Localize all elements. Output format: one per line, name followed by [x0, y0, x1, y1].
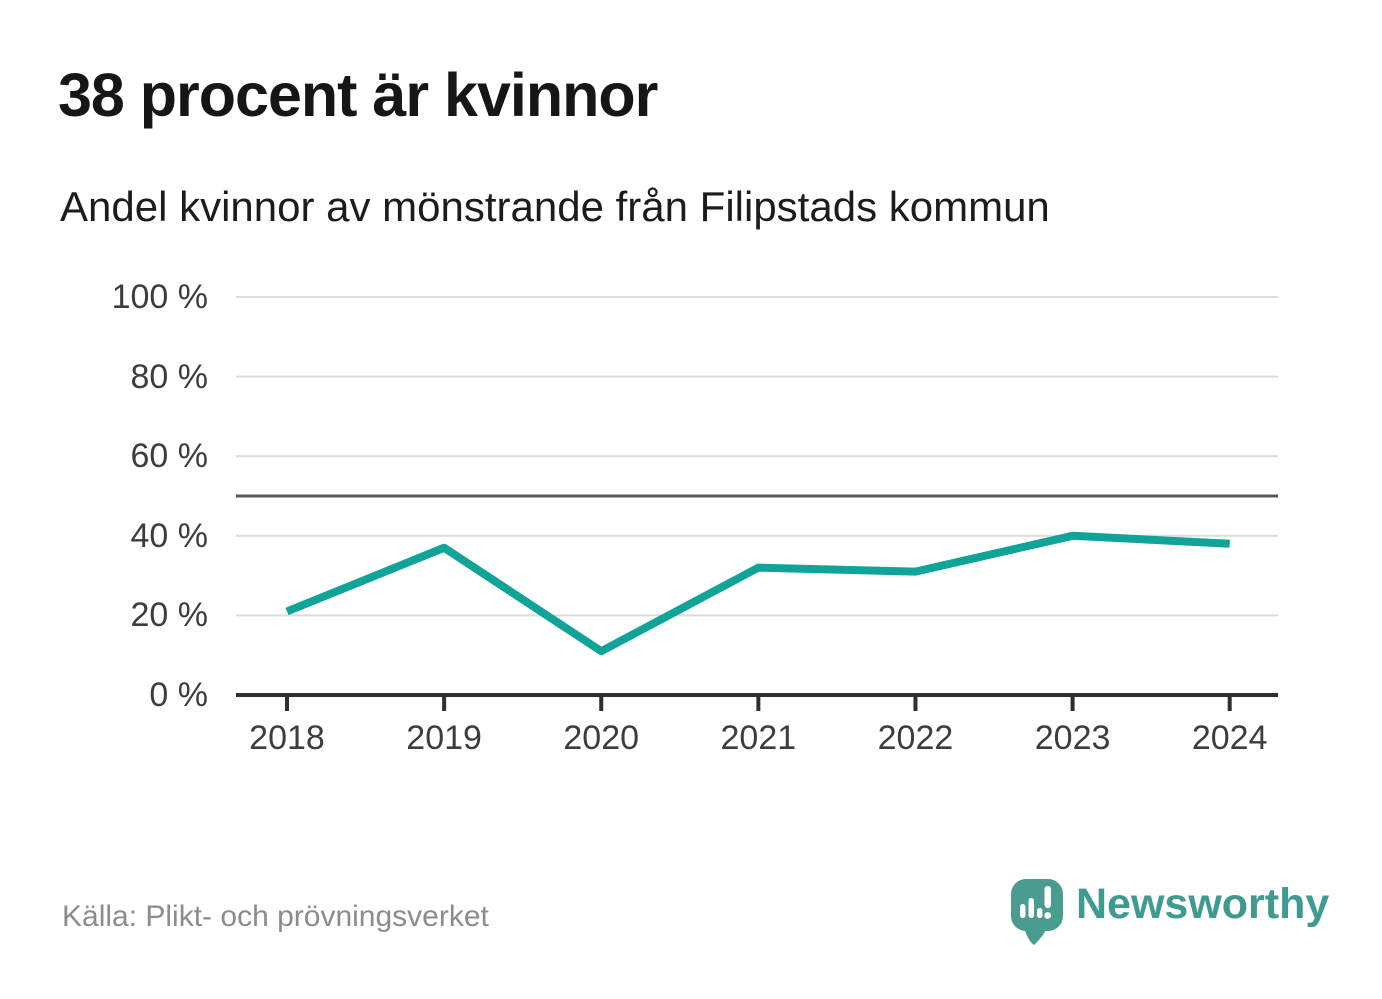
x-axis-label: 2020 [563, 719, 640, 757]
y-axis-label: 0 % [149, 676, 208, 714]
y-axis-label: 40 % [130, 516, 209, 555]
x-axis-label: 2024 [1191, 719, 1268, 757]
x-axis-label: 2021 [720, 719, 797, 757]
data-line [285, 531, 1230, 656]
x-axis-label: 2023 [1034, 719, 1111, 757]
y-axis-label: 100 % [111, 278, 208, 316]
newsworthy-speech-bubble-icon [1011, 879, 1063, 945]
page-subtitle: Andel kvinnor av mönstrande från Filipst… [60, 183, 1050, 230]
x-axis-label: 2018 [249, 719, 325, 757]
x-axis-label: 2019 [406, 719, 482, 757]
newsworthy-wordmark: Newsworthy [1076, 880, 1330, 928]
y-axis-label: 20 % [130, 596, 209, 635]
newsworthy-logo: Newsworthy [1008, 874, 1330, 950]
page-title: 38 procent är kvinnor [58, 61, 658, 129]
source-text: Källa: Plikt- och prövningsverket [62, 900, 489, 933]
x-axis-label: 2022 [877, 719, 954, 757]
y-axis-label: 60 % [130, 437, 209, 476]
y-axis-label: 80 % [130, 357, 209, 396]
